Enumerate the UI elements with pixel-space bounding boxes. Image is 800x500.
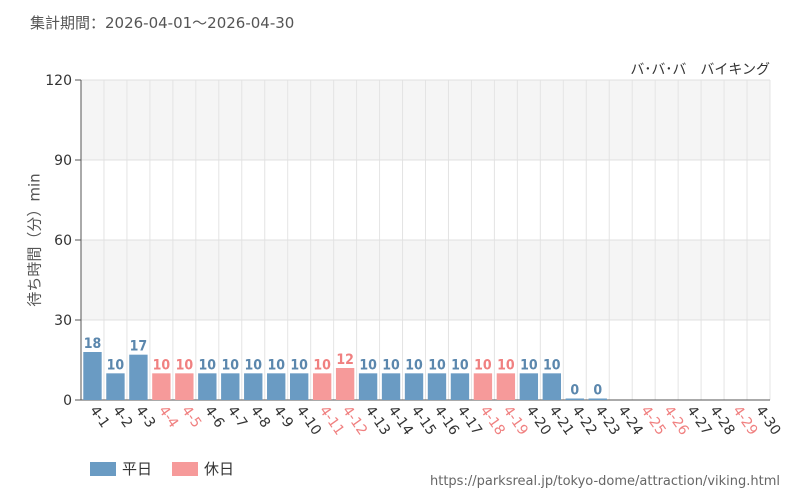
bar-value-label: 10 [267,357,285,373]
x-tick-label: 4-15 [408,403,439,438]
bar-4-14 [381,373,401,400]
bar-value-label: 10 [451,357,469,373]
bar-value-label: 10 [405,357,423,373]
bar-value-label: 10 [359,357,377,373]
bar-4-2 [106,373,125,400]
x-tick-label: 4-8 [247,403,273,431]
x-tick-label: 4-4 [155,403,181,431]
y-tick-label: 0 [63,393,72,409]
bar-value-label: 12 [336,352,354,368]
x-tick-label: 4-30 [752,403,783,438]
bar-4-19 [496,373,516,400]
y-tick-label: 30 [54,313,72,329]
bar-4-23 [588,398,607,400]
bar-4-10 [289,373,309,400]
attraction-name: バ･バ･バ バイキング [630,62,770,78]
x-tick-label: 4-5 [178,403,204,431]
x-tick-label: 4-21 [546,403,577,438]
bar-value-label: 10 [199,357,217,373]
legend-item-holiday: 休日 [172,458,234,479]
x-tick-label: 4-16 [431,403,462,438]
x-tick-label: 4-12 [339,403,370,438]
x-tick-label: 4-24 [614,403,645,438]
bar-4-16 [427,373,447,400]
x-tick-label: 4-7 [224,403,250,431]
bar-value-label: 10 [153,357,171,373]
bar-4-18 [473,373,493,400]
legend-swatch-holiday [172,461,199,476]
x-tick-label: 4-26 [660,403,691,438]
bar-4-8 [244,373,263,400]
bar-4-15 [404,373,424,400]
x-tick-label: 4-27 [683,403,714,438]
bar-value-label: 0 [570,383,579,399]
x-tick-label: 4-1 [86,403,112,431]
x-tick-label: 4-28 [706,403,737,438]
bar-value-label: 10 [313,357,331,373]
bar-value-label: 18 [84,336,102,352]
bar-value-label: 10 [176,357,194,373]
bar-4-11 [312,373,332,400]
bar-4-5 [175,373,194,400]
y-tick-label: 60 [54,233,72,249]
x-tick-label: 4-19 [500,403,531,438]
x-tick-label: 4-6 [201,403,227,431]
period-label: 集計期間：2026-04-01～2026-04-30 [30,14,295,32]
x-tick-label: 4-10 [293,403,324,438]
y-tick-label: 120 [45,73,72,89]
bar-value-label: 10 [107,357,125,373]
bar-value-label: 10 [290,357,308,373]
bar-value-label: 10 [543,357,561,373]
x-tick-label: 4-14 [385,403,416,438]
bar-value-label: 10 [244,357,262,373]
bar-4-20 [519,373,539,400]
x-tick-label: 4-18 [477,403,508,438]
bar-value-label: 10 [520,357,538,373]
bar-4-6 [198,373,217,400]
x-tick-label: 4-9 [270,403,296,431]
legend-label-weekday: 平日 [122,460,153,478]
bar-4-3 [129,354,148,400]
x-tick-label: 4-2 [109,403,135,431]
bar-value-label: 10 [497,357,515,373]
bar-value-label: 0 [593,383,602,399]
x-tick-label: 4-25 [637,403,668,438]
legend-swatch-weekday [90,461,116,476]
source-link[interactable]: https://parksreal.jp/tokyo-dome/attracti… [430,474,780,489]
x-tick-label: 4-11 [316,403,347,438]
bar-4-9 [267,373,286,400]
bar-4-7 [221,373,240,400]
x-tick-label: 4-13 [362,403,393,438]
legend-item-weekday: 平日 [90,458,152,479]
bar-value-label: 10 [474,357,492,373]
bar-4-22 [565,398,584,400]
legend: 平日 休日 [90,458,234,479]
bar-value-label: 10 [428,357,446,373]
bar-4-1 [83,352,102,400]
bar-4-13 [358,373,378,400]
bar-value-label: 10 [382,357,400,373]
bar-4-12 [335,368,355,400]
legend-label-holiday: 休日 [204,460,235,478]
bar-value-label: 17 [130,339,148,355]
x-tick-label: 4-3 [132,403,158,431]
x-tick-label: 4-29 [729,403,760,438]
x-tick-label: 4-20 [523,403,554,438]
bar-value-label: 10 [222,357,240,373]
x-tick-label: 4-22 [569,403,600,438]
x-tick-label: 4-17 [454,403,485,438]
bar-4-4 [152,373,171,400]
bar-4-17 [450,373,470,400]
x-tick-label: 4-23 [591,403,622,438]
bar-4-21 [542,373,562,400]
y-tick-label: 90 [54,153,72,169]
